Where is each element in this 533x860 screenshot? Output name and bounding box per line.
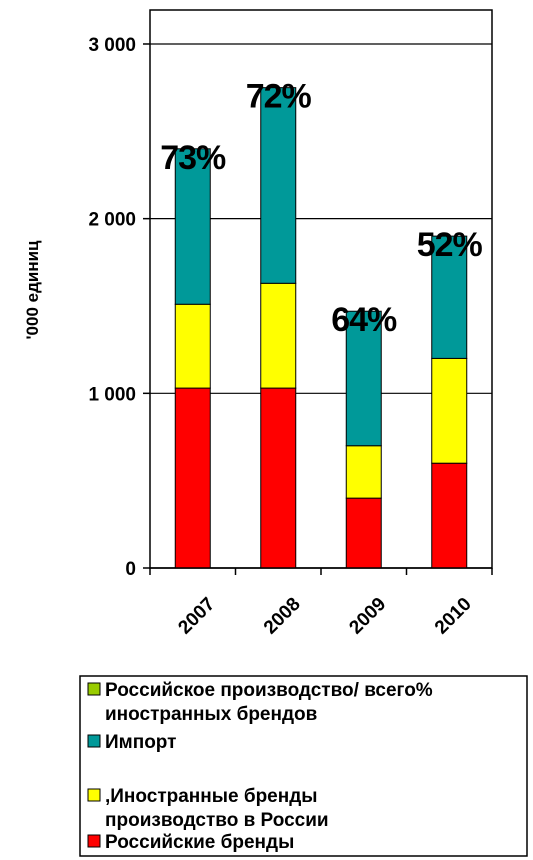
bar-segment [174,387,211,569]
legend-label: иностранных брендов [105,704,317,725]
legend-label: Импорт [105,732,176,753]
bar-segment [345,445,382,499]
y-tick-label: 1 000 [88,384,136,405]
y-tick-label: 2 000 [88,210,136,231]
bar-segment [260,87,297,284]
legend: Российское производство/ всего% иностранн… [79,675,528,857]
legend-swatch [87,788,101,802]
bar-segment [431,462,468,569]
percent-label: 64% [331,301,397,339]
legend-swatch [87,682,101,696]
legend-box [79,675,528,857]
legend-label: ,Иностранные бренды [105,786,318,807]
bar-segment [260,387,297,569]
x-tick-label: 2008 [260,594,305,639]
x-tick-label: 2010 [431,594,476,639]
bar-segment [260,282,297,389]
x-tick-label: 2009 [345,594,390,639]
legend-label: производство в России [105,810,329,831]
bars [174,87,468,569]
axes [143,43,493,575]
bar-segment [174,303,211,389]
y-tick-label: 0 [125,559,136,580]
percent-label: 73% [160,139,226,177]
legend-label: Российские бренды [105,832,294,853]
x-tick-label: 2007 [174,594,219,639]
y-tick-label: 3 000 [88,35,136,56]
bar-segment [174,148,211,305]
bar-segment [431,357,468,464]
percent-label: 72% [246,78,312,116]
legend-label: Российское производство/ всего% [105,680,433,701]
legend-swatch [87,734,101,748]
labels: 0 1 000 2 000 3 000 73% 2007 72% 2008 64% 2009 52%… [88,35,483,639]
bar-segment [345,497,382,569]
bar-segment [431,235,468,359]
legend-swatch [87,834,101,848]
bar-segment [345,310,382,447]
percent-label: 52% [417,226,483,264]
y-axis-label: '000 единиц [23,240,42,340]
